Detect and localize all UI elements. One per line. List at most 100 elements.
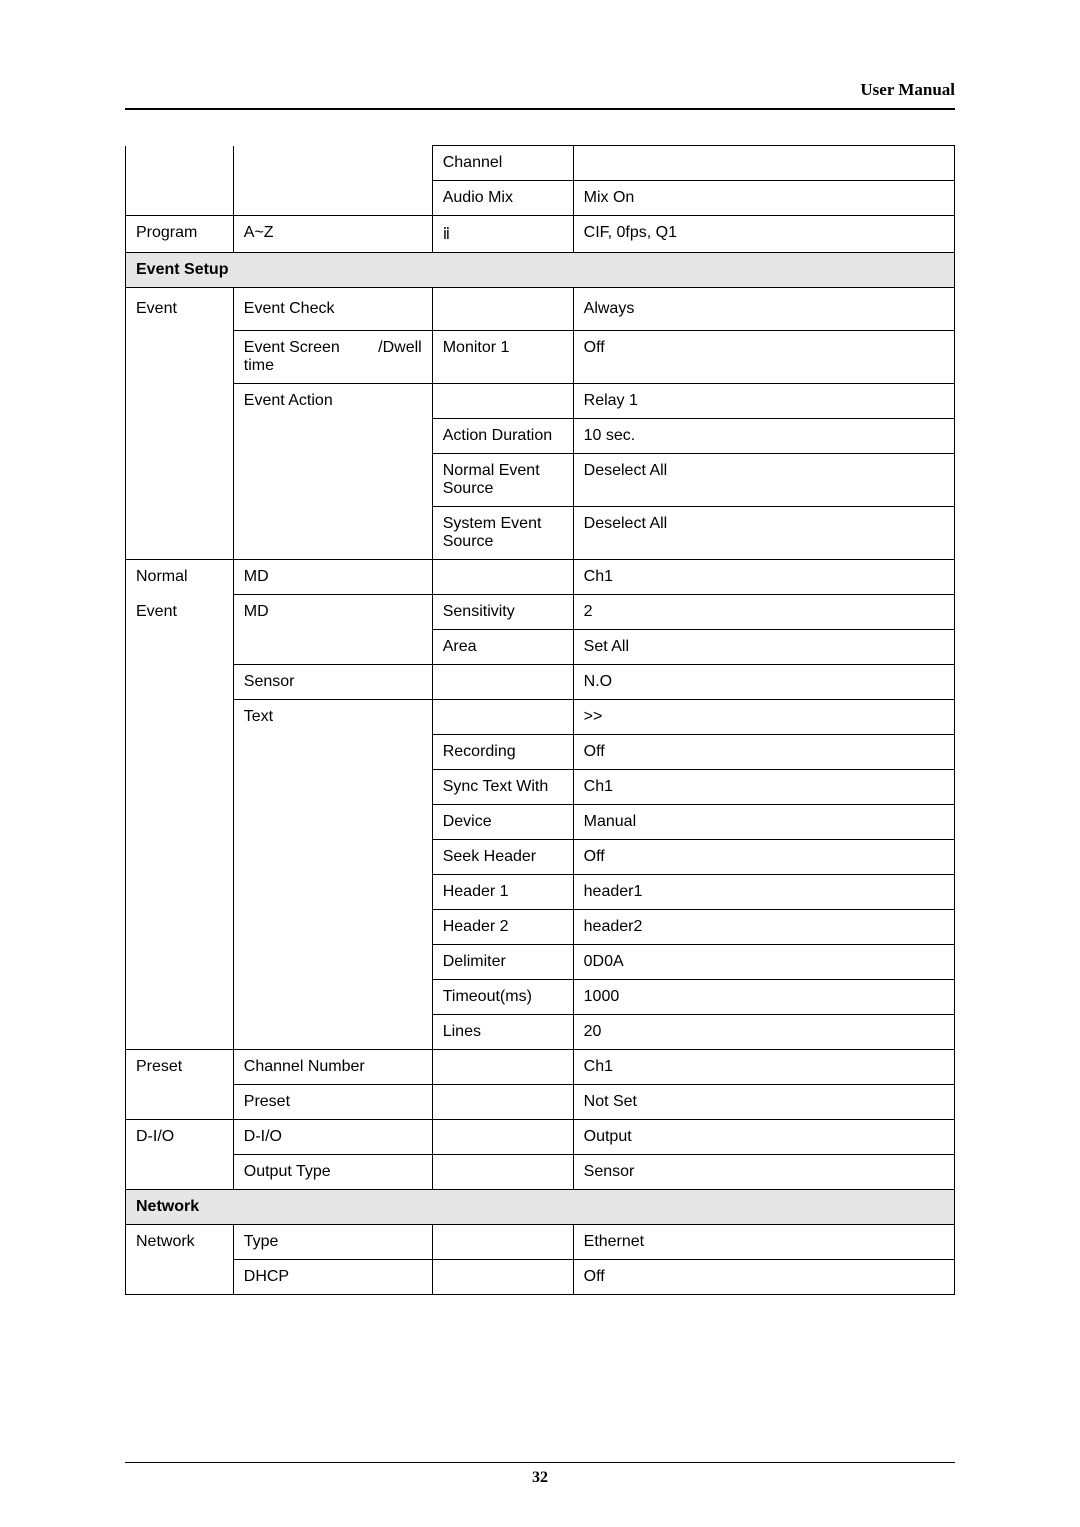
header-title: User Manual [860,80,955,99]
table-cell: Deselect All [573,507,954,560]
table-cell: Audio Mix [432,181,573,216]
table-cell [233,181,432,216]
table-cell [126,875,234,910]
table-cell: Header 1 [432,875,573,910]
table-cell: Off [573,735,954,770]
table-cell: Action Duration [432,419,573,454]
table-cell: Event [126,288,234,331]
settings-table: ChannelAudio MixMix OnProgramA~ZⅱCIF, 0f… [125,145,955,1295]
table-cell [233,419,432,454]
table-cell: 1000 [573,980,954,1015]
table-cell: Deselect All [573,454,954,507]
table-row: D-I/OD-I/O Output [126,1120,955,1155]
table-cell [233,146,432,181]
table-cell [126,1155,234,1190]
table-cell: Always [573,288,954,331]
table-cell [126,910,234,945]
table-cell [233,875,432,910]
table-cell: 10 sec. [573,419,954,454]
table-cell [126,945,234,980]
page-footer: 32 [125,1462,955,1487]
table-cell [126,384,234,419]
table-cell: header2 [573,910,954,945]
table-cell: Relay 1 [573,384,954,419]
table-row: Event ActionRelay 1 [126,384,955,419]
section-header-row: Network [126,1190,955,1225]
table-cell: D-I/O [233,1120,432,1155]
table-cell: Off [573,331,954,384]
table-cell: Manual [573,805,954,840]
table-row: DHCPOff [126,1260,955,1295]
table-cell [233,1015,432,1050]
table-row: PresetChannel NumberCh1 [126,1050,955,1085]
table-cell [126,419,234,454]
table-row: NormalMDCh1 [126,560,955,595]
table-cell: MD [233,595,432,630]
table-cell: MD [233,560,432,595]
table-cell [432,1260,573,1295]
table-row: Audio MixMix On [126,181,955,216]
table-row: Channel [126,146,955,181]
table-cell: Ethernet [573,1225,954,1260]
table-cell: Ch1 [573,770,954,805]
table-cell: Ch1 [573,560,954,595]
table-row: Seek HeaderOff [126,840,955,875]
table-row: Output TypeSensor [126,1155,955,1190]
table-cell: CIF, 0fps, Q1 [573,216,954,253]
table-row: ProgramA~ZⅱCIF, 0fps, Q1 [126,216,955,253]
table-cell [126,770,234,805]
page-header: User Manual [125,80,955,110]
table-row: SensorN.O [126,665,955,700]
table-cell: D-I/O [126,1120,234,1155]
table-cell [432,1085,573,1120]
table-cell: Set All [573,630,954,665]
table-cell: Sensor [573,1155,954,1190]
table-cell: Sync Text With [432,770,573,805]
table-cell: Area [432,630,573,665]
table-cell [233,945,432,980]
table-row: System Event SourceDeselect All [126,507,955,560]
table-row: EventEvent Check Always [126,288,955,331]
table-cell [126,1260,234,1295]
table-cell [573,146,954,181]
table-cell [432,288,573,331]
table-cell: Header 2 [432,910,573,945]
table-cell [432,665,573,700]
table-cell [432,1050,573,1085]
table-row: Header 1header1 [126,875,955,910]
table-cell: Output [573,1120,954,1155]
table-cell: DHCP [233,1260,432,1295]
table-cell: Program [126,216,234,253]
table-cell: 2 [573,595,954,630]
table-row: AreaSet All [126,630,955,665]
table-cell: header1 [573,875,954,910]
table-row: Timeout(ms)1000 [126,980,955,1015]
table-cell [126,507,234,560]
section-header-row: Event Setup [126,253,955,288]
table-cell: Not Set [573,1085,954,1120]
table-cell: Channel Number [233,1050,432,1085]
table-cell [126,840,234,875]
table-cell [233,735,432,770]
table-cell: Off [573,840,954,875]
table-cell [126,980,234,1015]
table-cell: A~Z [233,216,432,253]
table-cell: Normal Event Source [432,454,573,507]
table-row: RecordingOff [126,735,955,770]
table-row: Event Screen/DwelltimeMonitor 1Off [126,331,955,384]
table-cell [126,735,234,770]
table-cell: Lines [432,1015,573,1050]
table-cell: Event [126,595,234,630]
table-cell: Ch1 [573,1050,954,1085]
table-row: EventMDSensitivity2 [126,595,955,630]
table-cell [233,980,432,1015]
table-row: Header 2header2 [126,910,955,945]
table-cell [233,630,432,665]
table-cell [126,665,234,700]
table-cell [432,700,573,735]
table-cell: Event Check [233,288,432,331]
table-cell [233,770,432,805]
table-row: Normal Event SourceDeselect All [126,454,955,507]
table-cell: Mix On [573,181,954,216]
table-cell: Delimiter [432,945,573,980]
